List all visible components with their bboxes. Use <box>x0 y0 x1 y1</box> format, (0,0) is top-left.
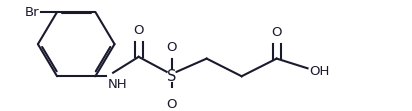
Text: O: O <box>166 41 177 54</box>
Text: OH: OH <box>309 65 329 78</box>
Text: O: O <box>133 24 144 37</box>
Text: O: O <box>272 26 282 39</box>
Text: NH: NH <box>108 78 127 91</box>
Text: Br: Br <box>25 6 40 19</box>
Text: O: O <box>166 98 177 111</box>
Text: S: S <box>167 69 176 84</box>
